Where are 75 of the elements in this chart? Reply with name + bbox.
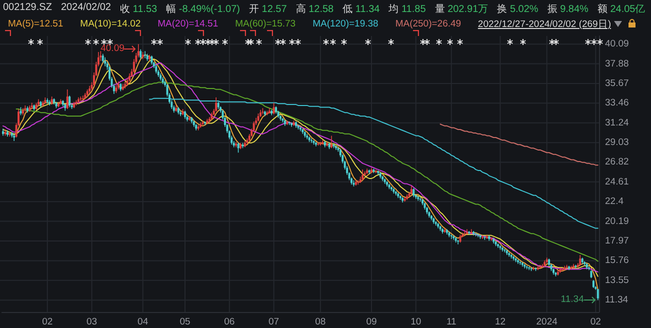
candlestick [588, 266, 590, 271]
y-tick-label: 31.24 [605, 117, 629, 128]
x-tick-label: 08 [315, 316, 326, 328]
candlestick [319, 142, 322, 146]
candlestick [310, 138, 313, 144]
candlestick [526, 265, 528, 270]
text: MA(60)=15.73 [235, 18, 296, 30]
text: 额 24.05亿 [597, 2, 646, 16]
line-series [440, 124, 598, 166]
candlestick [272, 102, 275, 115]
y-tick-label: 15.76 [605, 255, 629, 266]
text: 均 11.85 [388, 3, 426, 16]
candlestick [362, 169, 364, 181]
chart-title: 002129.SZ [3, 2, 52, 15]
y-tick-label: 22.4 [605, 196, 624, 208]
line-series [16, 82, 598, 262]
text: MA(10)=14.02 [80, 18, 141, 30]
x-tick-label: 10 [410, 316, 422, 328]
y-tick-label: 37.88 [605, 58, 629, 70]
annotation: 40.09 [100, 43, 124, 54]
x-tick-label: 2024 [536, 316, 558, 328]
text: 收 11.53 [120, 3, 158, 16]
text: 2024/02/02 [60, 2, 111, 15]
y-tick-label: 29.03 [605, 137, 629, 148]
text: MA(250)=26.49 [395, 18, 462, 30]
x-tick-label: 03 [86, 316, 98, 328]
y-tick-label: 11.34 [605, 294, 628, 306]
candlestick [541, 264, 544, 268]
text: 开 12.57 [249, 3, 287, 16]
x-tick-label: 11 [446, 316, 456, 328]
candlestick [450, 234, 452, 240]
y-tick-label: 35.67 [605, 78, 629, 89]
candlestick [104, 56, 106, 67]
candlestick [66, 89, 68, 110]
candlestick [330, 135, 333, 149]
text: MA(5)=12.51 [8, 18, 64, 30]
candlestick [468, 230, 470, 235]
candlestick [215, 97, 218, 112]
x-tick-label: 09 [366, 316, 377, 328]
x-tick-label: 04 [138, 316, 148, 328]
y-tick-label: 17.97 [605, 236, 629, 247]
candlestick [144, 50, 146, 59]
text: 高 12.58 [296, 2, 334, 16]
x-tick-label: 12 [494, 316, 506, 328]
candlestick [140, 48, 142, 60]
y-tick-label: 26.82 [605, 156, 629, 168]
y-tick-label: 33.46 [605, 98, 629, 109]
candlestick [481, 235, 484, 240]
x-tick-label: 02 [590, 316, 601, 328]
text: 换 5.02% [497, 3, 538, 16]
candlestick [470, 228, 472, 234]
text: 振 9.84% [547, 3, 588, 16]
candlestick [68, 95, 71, 108]
candlestick [596, 288, 599, 300]
x-tick-label: 06 [224, 316, 235, 328]
candlestick [204, 121, 206, 126]
annotation: 11.34 [560, 294, 584, 306]
text: 低 11.34 [342, 3, 380, 16]
y-tick-label: 40.09 [605, 38, 629, 50]
text: MA(20)=14.51 [158, 18, 218, 30]
candlestick [477, 233, 480, 238]
text: 2022/12/27-2024/02/02 (269日) [478, 18, 611, 31]
x-tick-label: 02 [42, 316, 53, 328]
candlestick [579, 254, 582, 266]
candlestick [528, 266, 530, 271]
y-tick-label: 13.55 [605, 274, 629, 286]
x-tick-label: 07 [268, 316, 280, 328]
y-tick-label: 24.61 [605, 176, 629, 188]
text: MA(120)=19.38 [312, 18, 378, 30]
text: 幅 -8.49%(-1.07) [166, 3, 240, 16]
x-tick-label: 05 [180, 316, 190, 328]
candlestick [532, 266, 535, 271]
text: 量 202.91万 [434, 3, 488, 16]
candlestick [237, 142, 240, 154]
y-tick-label: 20.19 [605, 216, 629, 227]
